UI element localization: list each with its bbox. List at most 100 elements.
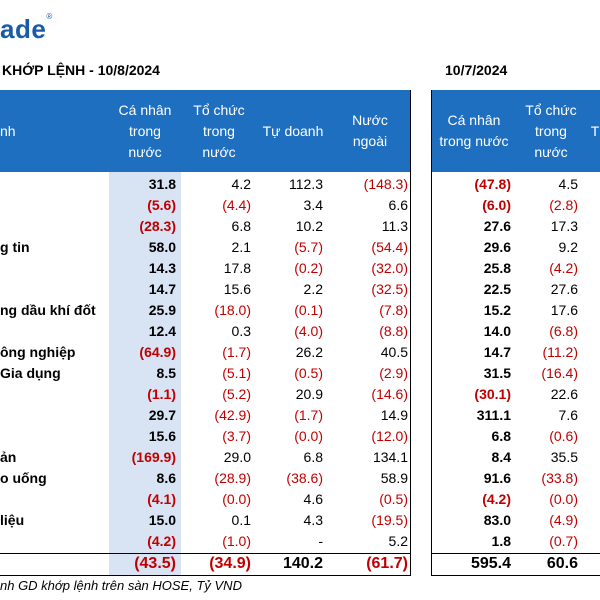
total-line-left-bottom: [0, 575, 411, 576]
value-individual-prev: (30.1): [474, 386, 511, 402]
table-row: 12.4 0.3 (4.0) (8.8) 14.0 (6.8): [0, 321, 600, 342]
value-institution: (1.0): [222, 533, 251, 549]
value-proprietary: (1.7): [294, 407, 323, 423]
border-right-table-left: [431, 90, 432, 576]
value-institution: (0.0): [222, 491, 251, 507]
table-row: (28.3) 6.8 10.2 11.3 27.6 17.3: [0, 216, 600, 237]
sector-label: ản: [0, 449, 17, 465]
value-individual-prev: (47.8): [474, 176, 511, 192]
logo: ade®: [0, 12, 53, 45]
header-proprietary: Tự doanh: [262, 122, 324, 139]
value-individual: 31.8: [148, 176, 176, 192]
value-proprietary: (0.5): [294, 365, 323, 381]
value-proprietary: 10.2: [295, 218, 323, 234]
value-individual-prev: 27.6: [483, 218, 511, 234]
value-individual-prev: 14.0: [483, 323, 511, 339]
sector-label: liệu: [0, 512, 25, 528]
total-individual: (43.5): [134, 555, 176, 572]
value-individual: 29.7: [148, 407, 176, 423]
value-foreign: (148.3): [363, 176, 408, 192]
value-individual: 8.6: [156, 470, 176, 486]
table-row: Gia dụng 8.5 (5.1) (0.5) (2.9) 31.5 (16.4): [0, 363, 600, 384]
header-institution: Tổ chức trong nước: [193, 101, 245, 160]
value-proprietary: 20.9: [295, 386, 323, 402]
value-foreign: 5.2: [388, 533, 408, 549]
logo-text: ade: [0, 14, 47, 44]
value-institution-prev: (0.0): [549, 491, 578, 507]
value-institution-prev: (0.6): [549, 428, 578, 444]
value-institution-prev: 7.6: [558, 407, 578, 423]
value-institution-prev: (2.8): [549, 197, 578, 213]
value-foreign: 11.3: [381, 218, 408, 234]
table-row: 15.6 (3.7) (0.0) (12.0) 6.8 (0.6): [0, 426, 600, 447]
value-proprietary: 112.3: [289, 176, 323, 192]
value-individual: 58.0: [148, 239, 176, 255]
table-row: (4.2) (1.0) - 5.2 1.8 (0.7): [0, 531, 600, 552]
total-line-left-top: [0, 553, 411, 554]
table-row: 31.8 4.2 112.3 (148.3) (47.8) 4.5: [0, 174, 600, 195]
value-individual-prev: 15.2: [483, 302, 511, 318]
value-foreign: (54.4): [371, 239, 408, 255]
total-row: (43.5) (34.9) 140.2 (61.7) 595.4 60.6: [0, 553, 600, 575]
total-proprietary: 140.2: [282, 555, 323, 572]
value-individual: 15.6: [148, 428, 176, 444]
value-proprietary: 4.3: [303, 512, 323, 528]
value-individual: 14.7: [148, 281, 176, 297]
value-foreign: (32.5): [371, 281, 408, 297]
value-proprietary: 26.2: [295, 344, 323, 360]
header-institution-prev: Tổ chức trong nước: [525, 101, 577, 160]
table-row: o uống 8.6 (28.9) (38.6) 58.9 91.6 (33.8): [0, 468, 600, 489]
value-foreign: 134.1: [372, 449, 408, 465]
table-row: ng dầu khí đốt 25.9 (18.0) (0.1) (7.8) 15.2 17…: [0, 300, 600, 321]
table-row: (4.1) (0.0) 4.6 (0.5) (4.2) (0.0): [0, 489, 600, 510]
value-institution-prev: (16.4): [541, 365, 578, 381]
value-institution: (18.0): [214, 302, 251, 318]
value-foreign: 14.9: [380, 407, 408, 423]
table-row: 29.7 (42.9) (1.7) 14.9 311.1 7.6: [0, 405, 600, 426]
value-institution: (4.4): [222, 197, 251, 213]
value-individual-prev: 6.8: [491, 428, 511, 444]
value-institution: 2.1: [231, 239, 251, 255]
value-proprietary: -: [318, 533, 323, 549]
value-individual: 25.9: [148, 302, 176, 318]
value-foreign: (19.5): [371, 512, 408, 528]
value-foreign: (14.6): [371, 386, 408, 402]
header-individual-prev: Cá nhân trong nước: [439, 112, 509, 149]
table-row: ản (169.9) 29.0 6.8 134.1 8.4 35.5: [0, 447, 600, 468]
value-individual-prev: 1.8: [491, 533, 511, 549]
table-row: 14.7 15.6 2.2 (32.5) 22.5 27.6: [0, 279, 600, 300]
sector-label: o uống: [0, 470, 47, 486]
value-institution-prev: (0.7): [549, 533, 578, 549]
value-institution: (42.9): [214, 407, 251, 423]
value-individual-prev: 14.7: [483, 344, 511, 360]
value-individual: 15.0: [148, 512, 176, 528]
header-sector: nh: [0, 122, 16, 139]
value-institution-prev: 9.2: [558, 239, 578, 255]
header-bar-left: nh Cá nhân trong nước Tổ chức trong nước Tự …: [0, 90, 411, 172]
value-foreign: (32.0): [371, 260, 408, 276]
value-foreign: (8.8): [379, 323, 408, 339]
value-individual: 12.4: [148, 323, 176, 339]
value-institution-prev: (6.8): [549, 323, 578, 339]
header-proprietary-prev: T: [590, 122, 600, 139]
value-institution: 0.3: [231, 323, 251, 339]
value-foreign: (7.8): [379, 302, 408, 318]
sector-label: Gia dụng: [0, 365, 61, 381]
header-foreign: Nước ngoài: [352, 112, 388, 149]
table-row: liệu 15.0 0.1 4.3 (19.5) 83.0 (4.9): [0, 510, 600, 531]
value-proprietary: 4.6: [303, 491, 323, 507]
value-individual-prev: 311.1: [476, 407, 511, 423]
value-individual-prev: 8.4: [491, 449, 511, 465]
value-foreign: (2.9): [379, 365, 408, 381]
value-institution: (5.2): [222, 386, 251, 402]
value-proprietary: (38.6): [286, 470, 323, 486]
total-line-right-top: [431, 553, 600, 554]
value-institution-prev: (4.2): [549, 260, 578, 276]
border-left-table-right: [410, 90, 411, 576]
value-institution: 0.1: [231, 512, 251, 528]
value-individual-prev: 91.6: [483, 470, 511, 486]
value-foreign: 40.5: [380, 344, 408, 360]
value-individual-prev: 29.6: [483, 239, 511, 255]
total-institution: (34.9): [209, 555, 251, 572]
table-row: (5.6) (4.4) 3.4 6.6 (6.0) (2.8): [0, 195, 600, 216]
